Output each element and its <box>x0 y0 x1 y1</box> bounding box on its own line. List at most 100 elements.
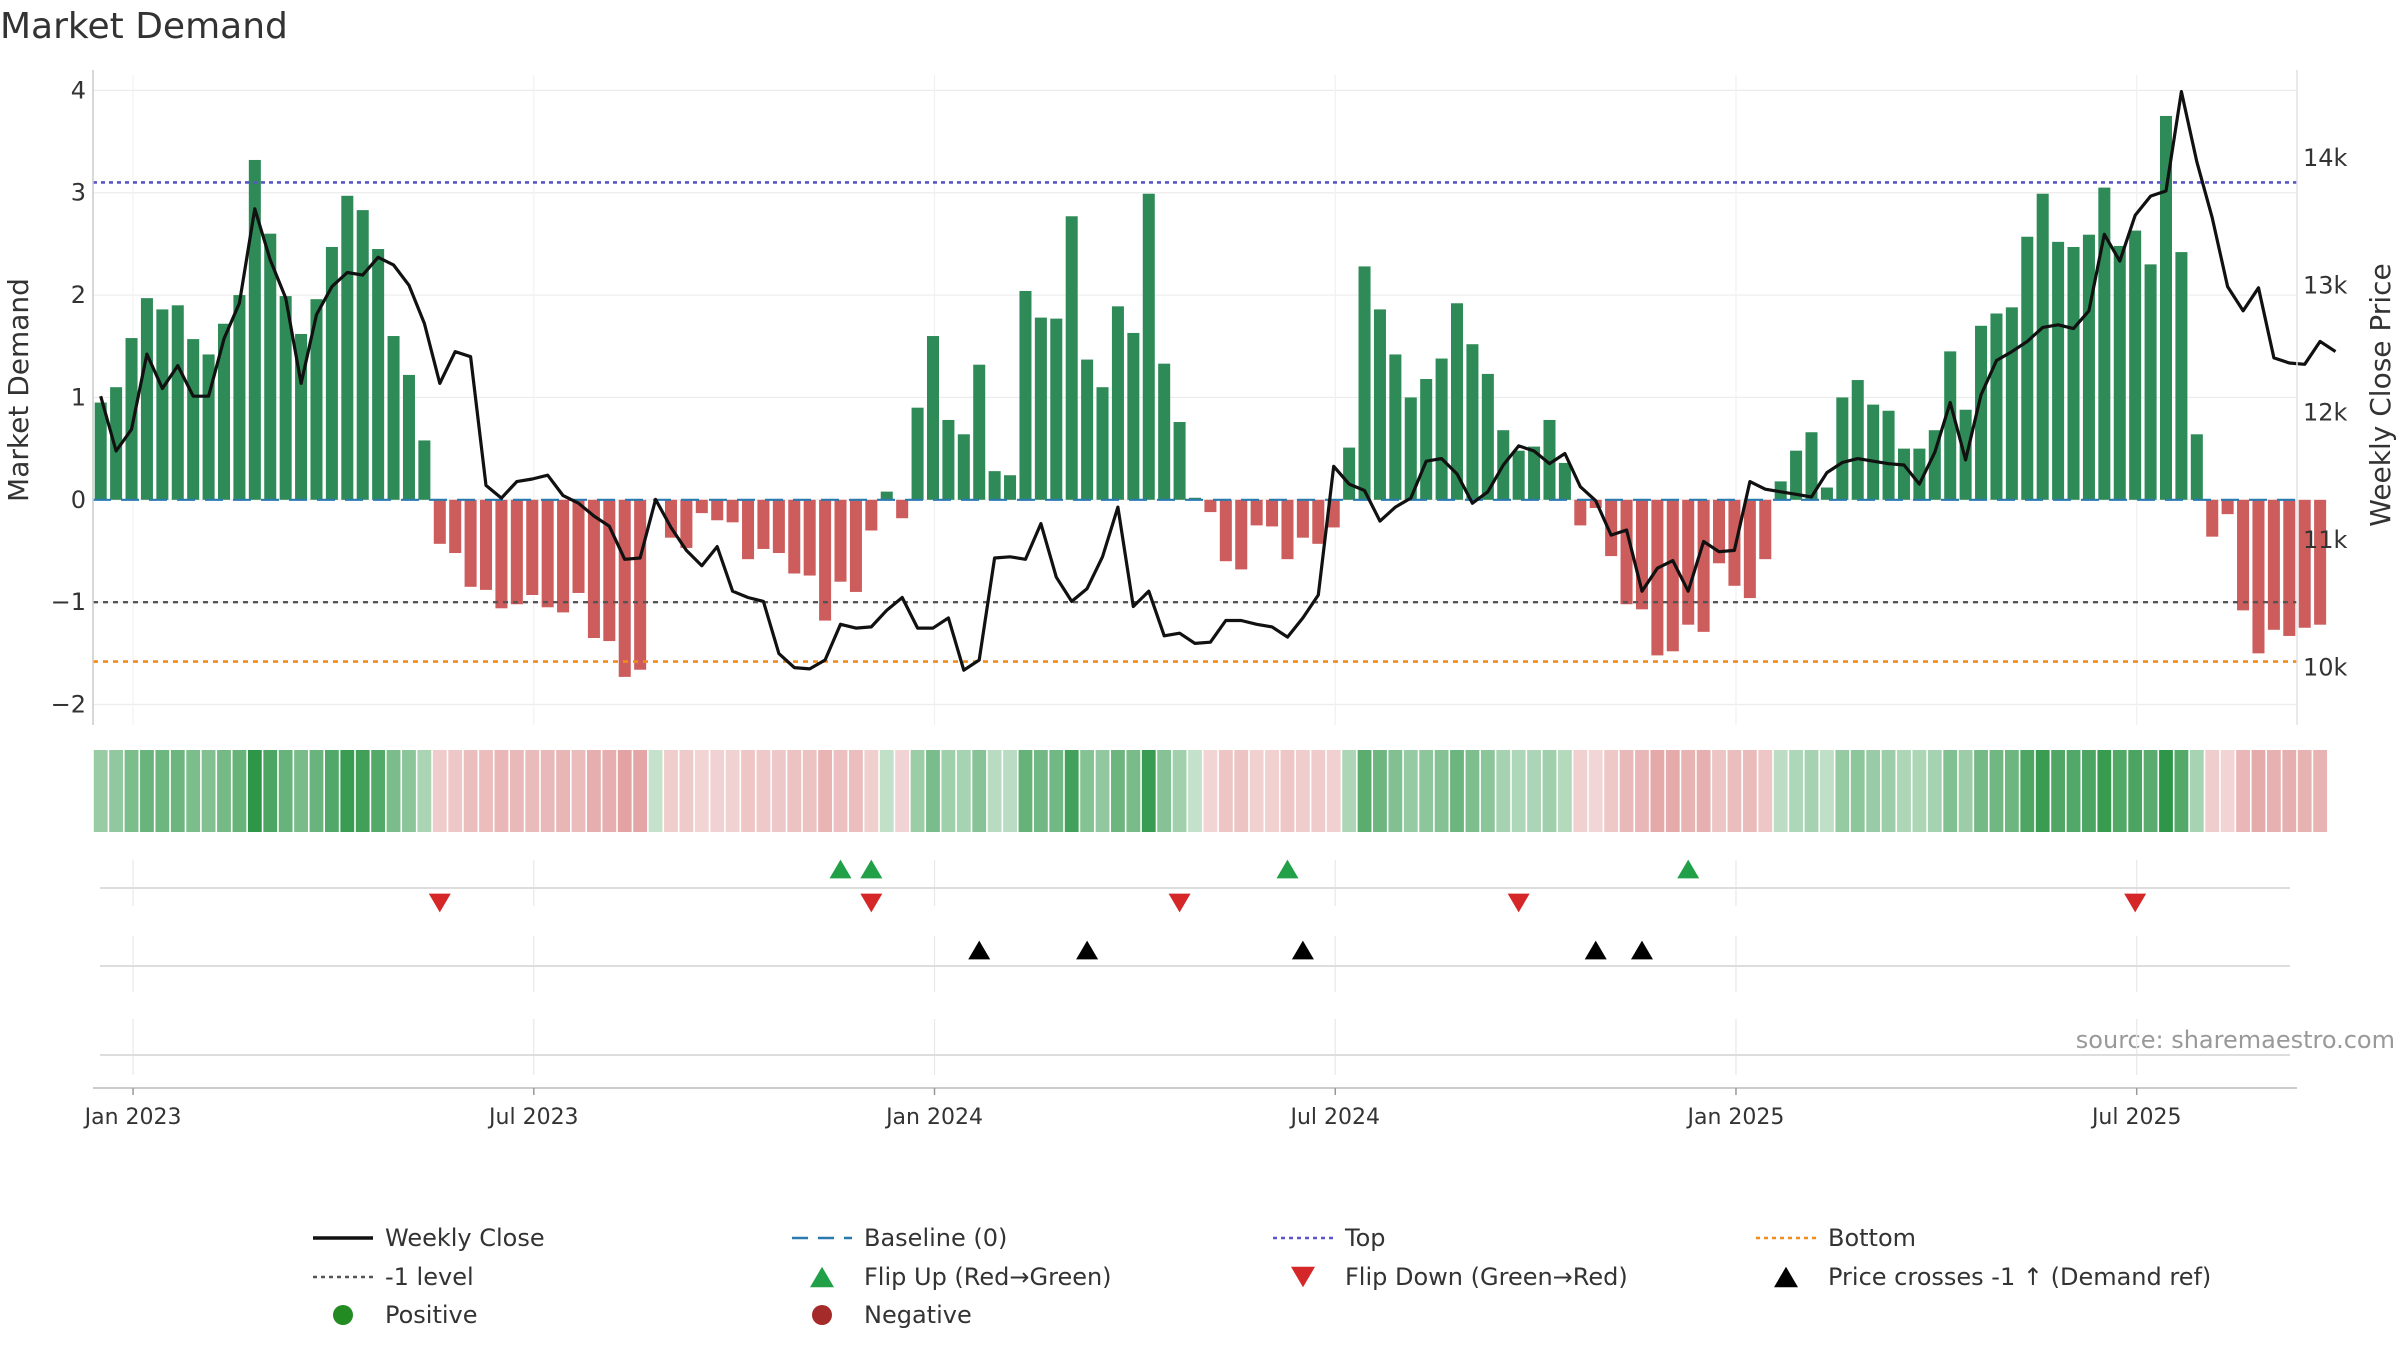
legend-circle-icon <box>333 1305 353 1325</box>
flip-up-marker <box>829 859 852 879</box>
heat-cell <box>1018 750 1033 832</box>
demand-bar <box>911 407 924 500</box>
demand-bar <box>125 338 138 500</box>
demand-bar <box>2267 499 2280 630</box>
heat-cell <box>1511 750 1526 832</box>
demand-bar <box>541 499 554 608</box>
event-markers <box>428 859 2147 960</box>
demand-bar <box>1096 387 1109 500</box>
demand-bar <box>2067 246 2080 500</box>
demand-bar <box>2298 499 2311 628</box>
heat-cell <box>802 750 817 832</box>
demand-bar <box>233 295 246 500</box>
heat-cell <box>2020 750 2035 832</box>
demand-bar <box>819 499 832 621</box>
heat-cell <box>556 750 570 832</box>
demand-bar <box>372 249 385 500</box>
demand-bar <box>1435 358 1448 500</box>
demand-bar <box>1127 332 1140 500</box>
price-cross-marker <box>968 940 991 960</box>
demand-bar <box>526 499 539 595</box>
demand-bar <box>1820 487 1833 500</box>
heat-cell <box>1434 750 1449 832</box>
heat-cell <box>1080 750 1095 832</box>
demand-bar <box>2159 115 2173 500</box>
demand-bar <box>1790 450 1803 500</box>
heat-cell <box>1172 750 1187 832</box>
demand-bar <box>664 499 677 538</box>
demand-bar <box>2082 234 2095 500</box>
demand-bar <box>1389 354 1402 500</box>
demand-bar <box>757 499 770 549</box>
heat-cell <box>1480 750 1495 832</box>
x-tick-label: Jul 2025 <box>2090 1105 2182 1130</box>
heat-cell <box>1141 750 1156 832</box>
demand-bar <box>1327 499 1340 528</box>
heat-cell <box>1727 750 1742 832</box>
y-axis-label: Market Demand <box>2 278 35 502</box>
demand-bar <box>2129 230 2142 500</box>
source-annotation: source: sharemaestro.com <box>2076 1026 2395 1054</box>
heat-cell <box>232 750 247 832</box>
heat-cell <box>1850 750 1865 832</box>
legend-label: Weekly Close <box>385 1224 545 1252</box>
heat-cell <box>170 750 185 832</box>
demand-bar <box>742 499 755 560</box>
y-tick-label: 2 <box>71 281 86 309</box>
y2-tick-label: 11k <box>2303 526 2348 554</box>
demand-bar <box>1142 193 1155 500</box>
demand-bar <box>2113 245 2126 500</box>
demand-bar <box>1173 422 1186 500</box>
demand-bar <box>1358 266 1371 500</box>
demand-bar <box>772 499 785 554</box>
demand-bar <box>1682 499 1695 625</box>
legend-label: Price crosses -1 ↑ (Demand ref) <box>1828 1263 2211 1291</box>
demand-bar <box>1558 462 1571 500</box>
demand-bar <box>1204 499 1217 513</box>
demand-bar <box>1913 448 1926 500</box>
heat-cell <box>1234 750 1249 832</box>
flip-down-marker <box>2124 893 2147 913</box>
heat-cell <box>771 750 786 832</box>
demand-bar <box>1728 499 1741 586</box>
demand-bar <box>1219 499 1232 562</box>
legend-item: Baseline (0) <box>792 1224 1007 1252</box>
legend-label: Baseline (0) <box>864 1224 1007 1252</box>
demand-bar <box>402 374 415 500</box>
demand-bar <box>1635 499 1648 610</box>
demand-bar <box>803 499 816 576</box>
legend-label: Flip Down (Green→Red) <box>1345 1263 1628 1291</box>
heat-cell <box>2220 750 2235 832</box>
heat-cell <box>956 750 971 832</box>
heat-cell <box>1033 750 1048 832</box>
demand-bar <box>279 296 292 500</box>
heat-cell <box>972 750 987 832</box>
y2-axis-label: Weekly Close Price <box>2364 263 2397 526</box>
y-tick-label: −2 <box>51 691 86 719</box>
heat-cell <box>1881 750 1896 832</box>
legend: Weekly Close Baseline (0) Top Bottom -1 leve… <box>313 1224 2211 1329</box>
reference-lines <box>93 181 2297 663</box>
heat-cell <box>1465 750 1480 832</box>
heat-cell <box>448 750 463 832</box>
heat-cell <box>2051 750 2066 832</box>
heat-cell <box>664 750 678 832</box>
demand-bar <box>2283 499 2296 636</box>
demand-bars <box>94 115 2327 677</box>
flip-down-marker <box>428 893 451 913</box>
heat-cell <box>540 750 555 832</box>
demand-bar <box>680 499 693 548</box>
demand-bar <box>695 499 708 514</box>
heat-cell <box>694 750 709 832</box>
heat-cell <box>1295 750 1310 832</box>
price-cross-marker <box>1291 940 1314 960</box>
demand-bar <box>1605 499 1618 557</box>
heat-cell <box>1974 750 1988 832</box>
demand-bar <box>711 499 724 521</box>
heat-cell <box>571 750 586 832</box>
heat-cell <box>1419 750 1434 832</box>
demand-bar <box>140 298 153 500</box>
heat-cell <box>2266 750 2281 832</box>
heat-cell <box>2097 750 2112 832</box>
